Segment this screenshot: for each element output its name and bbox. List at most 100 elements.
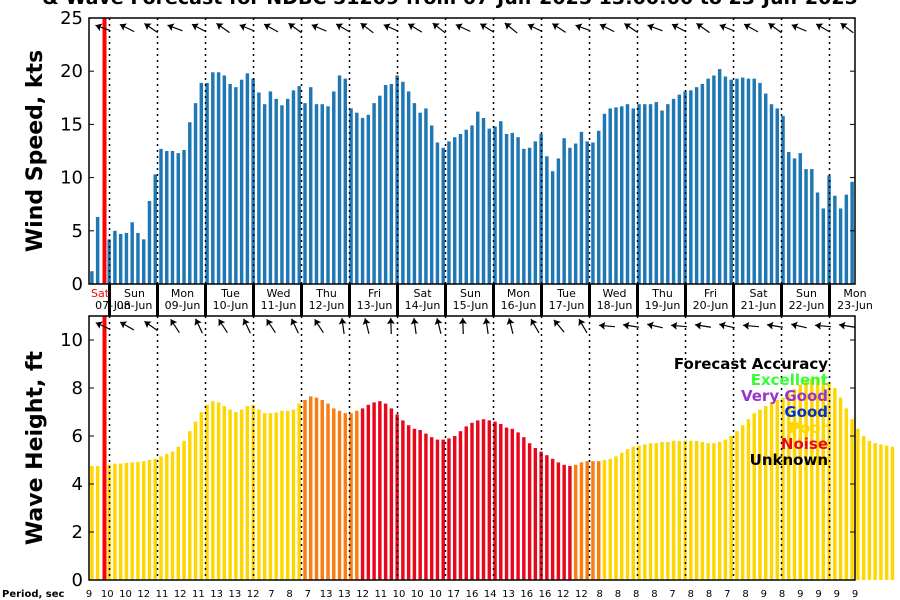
wave-bar [141, 461, 146, 580]
period-value: 8 [742, 589, 748, 600]
wave-bar [199, 412, 204, 580]
wave-direction-arrow-head [120, 321, 128, 329]
wind-bar [717, 69, 722, 285]
wave-bar [366, 404, 371, 580]
wind-bar [239, 79, 244, 284]
wind-direction-arrow-head [264, 23, 272, 31]
wind-direction-arrow-head [671, 23, 680, 31]
legend-item: Good [784, 403, 828, 421]
wind-bar [723, 76, 728, 285]
wind-direction-arrow [288, 22, 302, 34]
wave-direction-arrow-head [815, 321, 822, 330]
period-value: 7 [724, 589, 730, 600]
day-date: 11-Jun [261, 299, 297, 312]
wave-direction-arrow-head [599, 321, 606, 330]
wind-bar [815, 192, 820, 284]
wind-bar [729, 79, 733, 284]
wind-bar [280, 105, 284, 284]
wave-direction-arrow-head [95, 321, 103, 329]
wind-bar [781, 115, 785, 284]
wind-direction-arrow [455, 23, 471, 32]
wave-bar [378, 401, 382, 580]
wind-direction-arrow-head [840, 23, 848, 30]
wind-bar [268, 91, 273, 284]
wind-direction-arrow [95, 23, 111, 32]
period-value: 8 [286, 589, 292, 600]
wave-bar [297, 403, 301, 580]
wind-direction-arrow [504, 22, 518, 34]
wind-bar [637, 104, 641, 285]
period-value: 11 [156, 589, 169, 600]
wave-direction-arrow [767, 321, 783, 330]
wave-bar [389, 408, 394, 580]
day-date: 08-Jun [117, 299, 153, 312]
legend-item: Unknown [750, 451, 828, 469]
wave-bar [435, 439, 440, 580]
wind-bar [452, 137, 457, 284]
wave-direction-arrow [434, 318, 443, 334]
wave-bar [320, 400, 324, 580]
wind-bar [199, 82, 204, 285]
wind-direction-arrow-head [288, 23, 296, 31]
wave-direction-arrow-head [482, 318, 491, 325]
wind-direction-arrow-head [575, 23, 583, 32]
day-weekday: Mon [171, 287, 194, 300]
wave-bar [596, 461, 601, 580]
wave-bar [216, 402, 221, 580]
wind-direction-arrow [671, 23, 687, 33]
wind-direction-arrow-head [336, 23, 344, 31]
wave-direction-arrow [218, 318, 228, 334]
wave-direction-arrow [506, 318, 515, 334]
wind-bar [90, 271, 94, 284]
wave-direction-arrow [839, 321, 855, 330]
day-weekday: Sat [413, 287, 432, 300]
wind-ytick-label: 15 [60, 114, 83, 135]
wind-bar [556, 158, 561, 284]
wave-direction-arrow [742, 321, 760, 330]
wind-bar [262, 104, 267, 285]
wind-bar [372, 103, 376, 285]
wave-direction-arrow [623, 321, 639, 330]
period-value: 9 [86, 589, 92, 600]
wind-direction-arrow [239, 23, 255, 32]
wave-bar [867, 440, 872, 580]
wind-ytick-label: 10 [60, 168, 83, 189]
wind-bar [458, 133, 463, 284]
wave-bar [90, 466, 94, 580]
wind-bar [671, 98, 676, 284]
wave-bar [262, 413, 267, 580]
period-value: 12 [356, 589, 369, 600]
wave-direction-arrow-head [578, 319, 586, 327]
wave-direction-arrow [482, 317, 491, 335]
wind-direction-arrow [360, 22, 374, 34]
wave-direction-arrow [695, 321, 711, 330]
wave-bar [810, 378, 814, 580]
wave-direction-arrow [170, 318, 180, 334]
period-value: 10 [393, 589, 406, 600]
wind-bar [752, 78, 756, 284]
period-value: 7 [268, 589, 274, 600]
wind-bar [758, 82, 762, 285]
wave-bar [873, 443, 877, 580]
wave-bar [821, 378, 826, 580]
wave-bar [504, 427, 509, 580]
wind-direction-arrow-head [480, 23, 488, 31]
wave-direction-arrow-head [434, 318, 443, 326]
wind-direction-arrow [432, 22, 446, 34]
wave-bar [620, 452, 624, 580]
period-value: 9 [815, 589, 821, 600]
wind-bar [585, 141, 589, 284]
wave-bar [556, 462, 561, 580]
wave-bar [545, 455, 549, 580]
wave-direction-arrow-head [362, 318, 371, 326]
wind-bar [700, 83, 705, 284]
wave-direction-arrow-head [791, 321, 798, 330]
wind-bar [648, 104, 653, 285]
wave-direction-arrow [410, 317, 419, 335]
wind-direction-arrow-head [360, 23, 368, 30]
wave-bar [890, 446, 895, 580]
wave-bar [447, 438, 451, 580]
wind-bar [205, 82, 209, 285]
wind-ytick-label: 20 [60, 61, 83, 82]
day-date: 20-Jun [693, 299, 729, 312]
